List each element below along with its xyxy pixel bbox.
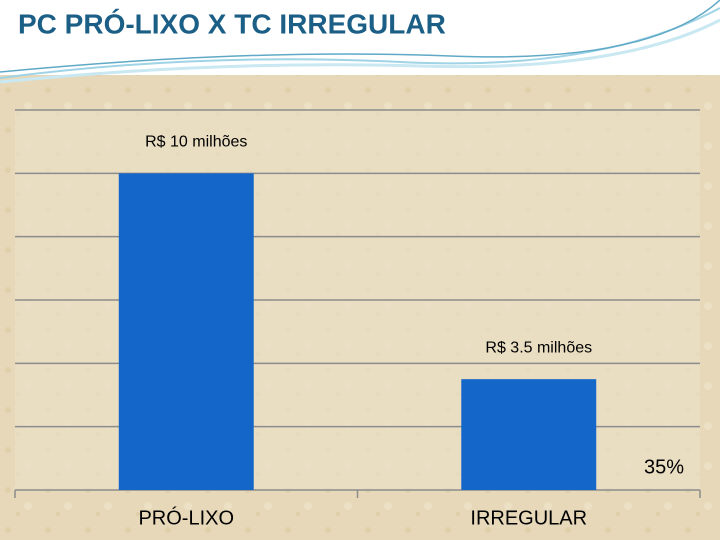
value-label: R$ 10 milhões xyxy=(145,134,247,151)
chart-title: PC PRÓ-LIXO X TC IRREGULAR xyxy=(18,8,446,39)
bar xyxy=(461,379,597,490)
annotation: 35% xyxy=(644,456,684,478)
title-swoosh xyxy=(0,0,720,73)
value-label: R$ 3.5 milhões xyxy=(485,339,592,356)
title-swoosh xyxy=(0,18,720,84)
bar xyxy=(118,173,254,491)
x-tick-label: IRREGULAR xyxy=(470,507,587,529)
plot: PRÓ-LIXO R$ 10 milhões IRREGULAR R$ 3.5 mil… xyxy=(14,109,701,529)
x-tick-label: PRÓ-LIXO xyxy=(138,506,234,529)
